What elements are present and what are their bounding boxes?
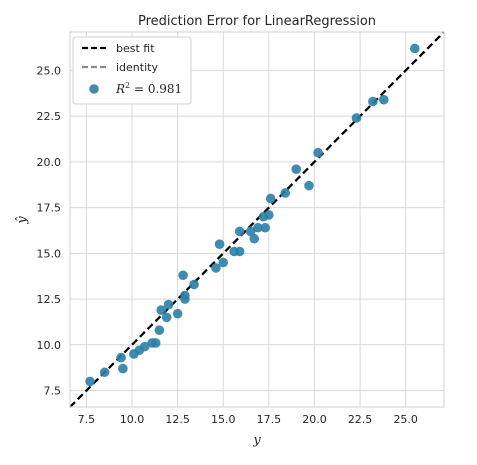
data-point: [264, 210, 274, 220]
data-point: [116, 352, 126, 363]
data-point: [189, 279, 199, 290]
tick-labels: 7.5 10.0 12.5 15.0 17.5 20.0 22.5 25.0 7.5 10.0 12…: [37, 64, 418, 426]
data-point: [180, 290, 190, 301]
legend-r2-superscript: 2: [125, 81, 130, 90]
scatter-points: [85, 43, 420, 387]
x-tick-label: 22.5: [348, 413, 373, 426]
data-point: [234, 226, 245, 237]
data-point: [211, 263, 221, 273]
legend-box: [72, 36, 192, 105]
data-point: [265, 193, 276, 204]
data-point: [150, 338, 161, 348]
data-point: [214, 239, 225, 249]
data-point: [218, 257, 229, 268]
data-point: [260, 222, 271, 233]
data-point: [85, 376, 95, 387]
legend-r2-marker: [89, 84, 99, 94]
data-point: [249, 233, 260, 244]
data-point: [253, 222, 263, 233]
best-fit-line: [69, 31, 445, 408]
data-point: [178, 270, 188, 281]
data-point: [245, 226, 256, 237]
data-point: [291, 164, 302, 174]
data-point: [156, 305, 167, 315]
data-point: [118, 363, 128, 374]
data-point: [280, 188, 291, 198]
data-point: [313, 147, 323, 158]
data-point: [140, 341, 150, 352]
x-tick-label: 10.0: [120, 413, 145, 426]
data-point: [154, 325, 165, 335]
y-tick-label: 7.5: [44, 385, 62, 398]
data-point: [99, 367, 110, 378]
data-point: [368, 96, 378, 107]
x-tick-label: 20.0: [302, 413, 327, 426]
data-point: [378, 94, 389, 105]
legend: best fit identity R2 = 0.981: [72, 36, 192, 105]
y-tick-label: 12.5: [37, 293, 62, 306]
x-tick-label: 15.0: [211, 413, 236, 426]
y-tick-label: 17.5: [37, 202, 62, 215]
data-point: [351, 113, 362, 123]
x-tick-label: 12.5: [165, 413, 190, 426]
chart-title: Prediction Error for LinearRegression: [138, 14, 376, 29]
y-tick-label: 20.0: [37, 156, 62, 169]
y-tick-label: 22.5: [37, 110, 62, 123]
data-point: [161, 312, 172, 323]
data-point: [163, 299, 174, 310]
data-point: [172, 308, 183, 319]
x-tick-label: 7.5: [78, 413, 96, 426]
x-tick-label: 25.0: [393, 413, 418, 426]
y-axis-label: ŷ: [15, 216, 30, 225]
data-point: [234, 246, 245, 257]
x-axis-label: y: [252, 433, 261, 448]
legend-r2-symbol: R: [115, 82, 125, 96]
legend-r2-label: R2 = 0.981: [115, 81, 182, 96]
plot-frame: [69, 31, 445, 408]
y-tick-label: 15.0: [37, 247, 62, 260]
y-tick-label: 10.0: [37, 339, 62, 352]
legend-r2-value: = 0.981: [130, 82, 182, 96]
x-tick-label: 17.5: [257, 413, 282, 426]
data-point: [304, 180, 314, 191]
y-tick-label: 25.0: [37, 64, 62, 77]
data-point: [410, 43, 420, 54]
legend-best-fit-label: best fit: [116, 42, 155, 55]
legend-identity-label: identity: [116, 61, 158, 74]
reference-lines: [69, 31, 445, 408]
